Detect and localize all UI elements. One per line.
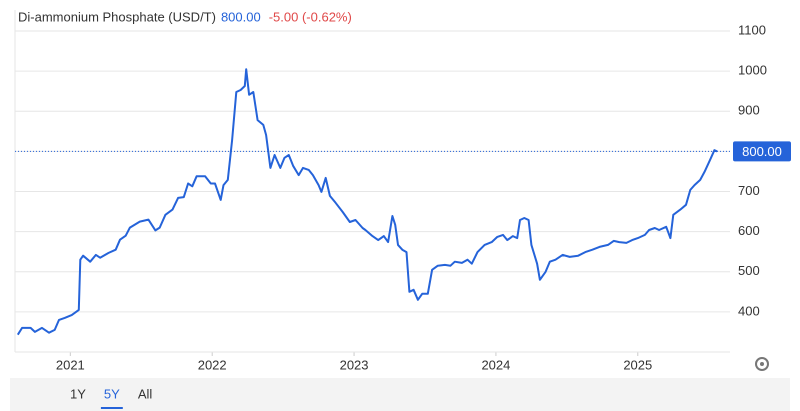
header: Di-ammonium Phosphate (USD/T) 800.00 -5.… — [18, 9, 352, 24]
range-bar — [10, 378, 790, 411]
price-tag-label: 800.00 — [742, 144, 782, 159]
x-tick-label: 2023 — [340, 357, 369, 372]
price-line — [16, 68, 718, 336]
y-tick-label: 500 — [738, 263, 760, 278]
y-tick-label: 1100 — [738, 22, 766, 37]
settings-icon[interactable] — [755, 357, 769, 371]
x-tick-label: 2025 — [623, 357, 652, 372]
range-button[interactable]: 5Y — [104, 386, 120, 401]
x-tick-label: 2021 — [56, 357, 85, 372]
price: 800.00 — [221, 9, 261, 24]
y-tick-label: 600 — [738, 223, 760, 238]
y-tick-label: 700 — [738, 183, 760, 198]
gear[interactable] — [755, 357, 769, 371]
price-tag — [733, 141, 791, 162]
chart-title: Di-ammonium Phosphate (USD/T) — [18, 9, 216, 24]
gear-center[interactable] — [760, 362, 764, 366]
range-button[interactable]: All — [138, 386, 153, 401]
y-tick-label: 400 — [738, 303, 760, 318]
y-tick-label: 900 — [738, 103, 760, 118]
change: -5.00 (-0.62%) — [269, 9, 352, 24]
range-button[interactable]: 1Y — [70, 386, 86, 401]
y-tick-label: 1000 — [738, 63, 767, 78]
x-tick-label: 2024 — [481, 357, 510, 372]
x-tick-label: 2022 — [198, 357, 227, 372]
